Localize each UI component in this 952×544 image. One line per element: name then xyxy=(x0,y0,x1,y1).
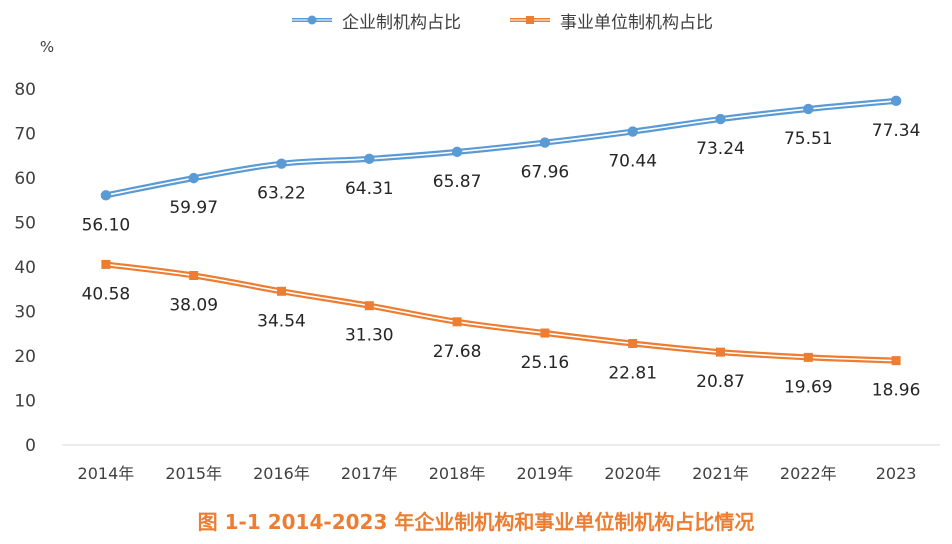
line-chart: 0 10 20 30 40 50 60 70 80% 2014年 2015年 2016年 2017年 20… xyxy=(14,38,940,483)
data-point-enterprise xyxy=(188,172,199,184)
x-tick-label: 2023 xyxy=(876,464,917,483)
data-label-enterprise: 70.44 xyxy=(608,152,657,172)
x-tick-label: 2014年 xyxy=(78,464,135,483)
data-label-enterprise: 73.24 xyxy=(696,139,745,159)
data-point-public-institution xyxy=(189,270,199,280)
data-label-enterprise: 63.22 xyxy=(257,184,306,204)
x-tick-label: 2017年 xyxy=(341,464,398,483)
data-point-public-institution xyxy=(716,347,725,357)
data-point-public-institution xyxy=(891,356,901,366)
data-point-public-institution xyxy=(803,352,813,362)
y-tick-label: 20 xyxy=(14,347,36,367)
data-label-public-institution: 40.58 xyxy=(82,284,131,304)
data-label-public-institution: 18.96 xyxy=(872,381,921,401)
y-tick-label: 70 xyxy=(14,125,36,145)
data-label-enterprise: 67.96 xyxy=(521,163,570,183)
data-point-public-institution xyxy=(101,259,111,269)
legend-item-public-institution: 事业单位制机构占比 xyxy=(508,6,713,34)
data-point-enterprise xyxy=(890,95,902,107)
data-label-public-institution: 25.16 xyxy=(521,353,570,373)
data-label-public-institution: 19.69 xyxy=(784,377,833,397)
data-point-enterprise xyxy=(627,126,638,137)
data-label-enterprise: 65.87 xyxy=(433,172,482,192)
data-label-enterprise: 77.34 xyxy=(872,121,921,141)
data-label-enterprise: 64.31 xyxy=(345,179,394,199)
x-tick-label: 2021年 xyxy=(692,464,749,483)
legend-label-enterprise: 企业制机构占比 xyxy=(342,12,461,33)
data-point-public-institution xyxy=(540,328,550,338)
data-point-enterprise xyxy=(364,153,375,165)
data-point-enterprise xyxy=(100,190,112,201)
data-point-enterprise xyxy=(539,137,551,148)
figure-caption: 图 1-1 2014-2023 年企业制机构和事业单位制机构占比情况 xyxy=(197,510,755,534)
y-tick-label: 40 xyxy=(14,258,36,278)
y-tick-label: 60 xyxy=(14,169,36,189)
data-label-public-institution: 27.68 xyxy=(433,342,482,362)
y-tick-label: 10 xyxy=(14,392,36,412)
data-point-enterprise xyxy=(276,158,287,169)
data-point-public-institution xyxy=(364,301,374,311)
x-tick-label: 2016年 xyxy=(253,464,310,483)
data-point-public-institution xyxy=(628,338,638,348)
data-point-public-institution xyxy=(452,317,462,327)
y-tick-label: 80 xyxy=(14,80,36,100)
data-label-public-institution: 34.54 xyxy=(257,311,306,331)
series-line-public-institution xyxy=(102,261,900,364)
x-tick-label: 2019年 xyxy=(517,464,574,483)
data-label-public-institution: 20.87 xyxy=(696,372,745,392)
data-label-public-institution: 22.81 xyxy=(608,363,657,383)
data-point-enterprise xyxy=(803,103,814,115)
legend: 企业制机构占比 事业单位制机构占比 xyxy=(0,6,952,34)
series-line-inner-public-institution xyxy=(105,263,897,362)
y-axis-unit-label: % xyxy=(40,38,54,56)
data-label-enterprise: 59.97 xyxy=(169,198,218,218)
x-tick-label: 2022年 xyxy=(780,464,837,483)
y-tick-label: 50 xyxy=(14,214,36,234)
data-label-enterprise: 75.51 xyxy=(784,129,833,149)
data-point-enterprise xyxy=(451,146,463,158)
data-label-public-institution: 38.09 xyxy=(169,295,218,315)
data-label-public-institution: 31.30 xyxy=(345,326,394,346)
legend-swatch-public-institution xyxy=(510,16,550,24)
legend-swatch-enterprise xyxy=(292,15,332,25)
x-tick-label: 2020年 xyxy=(604,464,661,483)
data-label-enterprise: 56.10 xyxy=(82,215,131,235)
data-point-enterprise xyxy=(715,113,726,125)
data-point-public-institution xyxy=(277,286,286,296)
series-line-inner-enterprise xyxy=(105,100,897,197)
legend-item-enterprise: 企业制机构占比 xyxy=(290,6,461,34)
x-tick-label: 2015年 xyxy=(165,464,222,483)
y-tick-label: 30 xyxy=(14,303,36,323)
y-tick-label: 0 xyxy=(25,436,36,456)
legend-label-public-institution: 事业单位制机构占比 xyxy=(560,12,713,33)
x-tick-label: 2018年 xyxy=(429,464,486,483)
